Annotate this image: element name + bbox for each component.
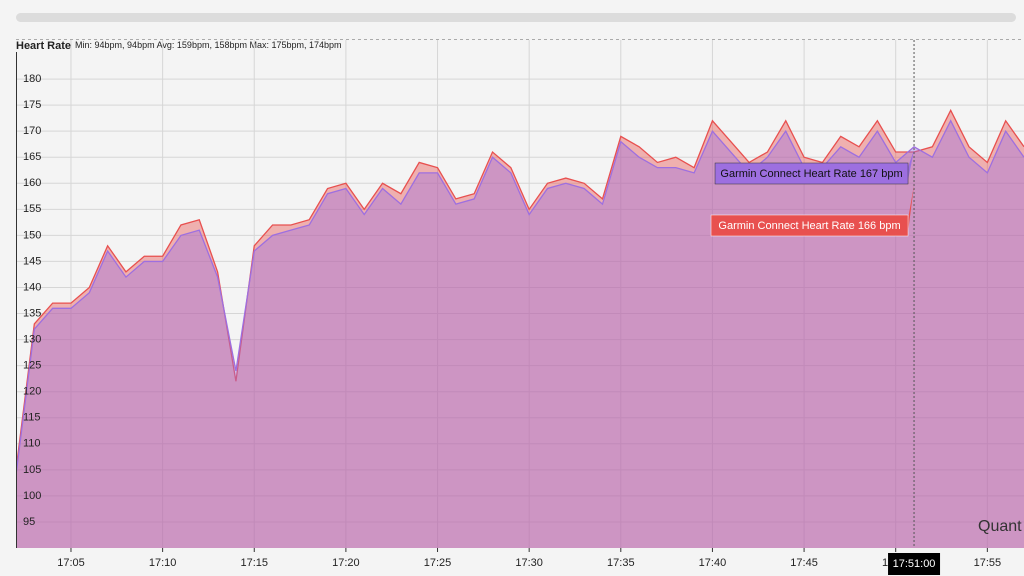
tooltip-pointer (908, 150, 915, 180)
tooltip-pointer (908, 185, 915, 232)
tooltip (710, 214, 909, 237)
cursor-label: 17:51:00 (893, 558, 936, 570)
y-tick-label: 120 (23, 386, 41, 398)
chart-title: Heart Rate Min: 94bpm, 94bpm Avg: 159bpm,… (16, 40, 342, 52)
y-tick-label: 115 (23, 412, 41, 424)
grid (16, 40, 1024, 548)
y-tick-label: 130 (23, 333, 41, 345)
x-tick-label: 17:30 (515, 557, 543, 569)
y-tick-label: 155 (23, 203, 41, 215)
y-tick-label: 95 (23, 516, 35, 528)
y-tick-label: 165 (23, 151, 41, 163)
y-tick-label: 160 (23, 177, 41, 189)
tooltip (714, 162, 909, 185)
tooltip-text: Garmin Connect Heart Rate 167 bpm (720, 168, 902, 180)
y-tick-label: 100 (23, 490, 41, 502)
y-tick-label: 150 (23, 229, 41, 241)
cursor-label-box (888, 553, 941, 575)
area (16, 120, 1024, 548)
y-tick-label: 135 (23, 307, 41, 319)
overlay: 95 100 105 110 115 120 125 130 135 140 145 150 155 16… (23, 40, 1022, 575)
x-tick-label: 17:55 (974, 557, 1002, 569)
x-tick-label: 17:20 (332, 557, 360, 569)
x-tick-label: 17:45 (790, 557, 818, 569)
y-tick-label: 125 (23, 360, 41, 372)
x-tick-label: 17:25 (424, 557, 452, 569)
y-tick-label: 110 (23, 438, 41, 450)
x-tick-label: 17:40 (699, 557, 727, 569)
y-tick-label: 140 (23, 281, 41, 293)
y-tick-label: 180 (23, 73, 41, 85)
y-tick-label: 170 (23, 125, 41, 137)
scrollbar[interactable] (16, 13, 1016, 22)
line (16, 108, 1024, 470)
title: Heart Rate (16, 40, 71, 52)
x-tick-label: 17:10 (149, 557, 177, 569)
x-tick-label: 17:35 (607, 557, 635, 569)
y-tick-label: 145 (23, 255, 41, 267)
line (16, 119, 1024, 476)
x-tick-label: 17:15 (240, 557, 268, 569)
watermark: Quant (978, 518, 1022, 535)
tooltip-text: Garmin Connect Heart Rate 166 bpm (718, 220, 900, 232)
y-tick-label: 105 (23, 464, 41, 476)
subtitle: Min: 94bpm, 94bpm Avg: 159bpm, 158bpm Ma… (75, 40, 342, 50)
y-tick-label: 175 (23, 99, 41, 111)
x-tick-label: 17:05 (57, 557, 85, 569)
